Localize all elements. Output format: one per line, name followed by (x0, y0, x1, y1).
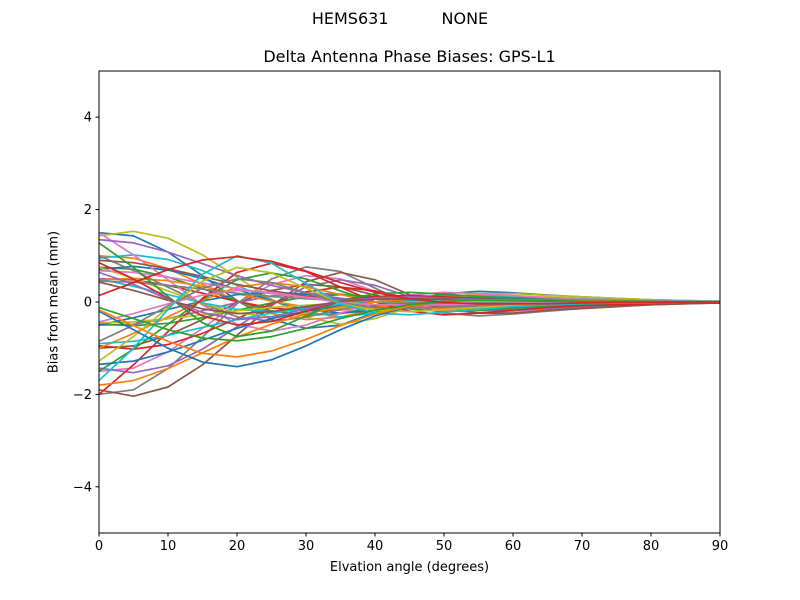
y-tick-label: 4 (84, 111, 92, 126)
x-tick-label: 10 (160, 539, 177, 554)
x-tick-label: 40 (367, 539, 384, 554)
figure-suptitle: HEMS631 NONE (0, 10, 800, 28)
y-tick-label: −4 (73, 480, 92, 495)
x-tick-label: 20 (229, 539, 246, 554)
series-lines (99, 230, 720, 398)
series-line (99, 255, 720, 305)
x-tick-label: 70 (574, 539, 591, 554)
chart-title: Delta Antenna Phase Biases: GPS-L1 (263, 47, 556, 66)
suptitle-station: HEMS631 (311, 9, 389, 28)
series-line (99, 230, 720, 326)
x-tick-label: 90 (712, 539, 729, 554)
x-axis-label: Elvation angle (degrees) (329, 560, 490, 575)
x-tick-label: 80 (643, 539, 660, 554)
x-tick-label: 0 (95, 539, 103, 554)
series-line (99, 262, 720, 396)
y-axis-label: Bias from mean (mm) (46, 230, 62, 374)
y-tick-label: −2 (73, 388, 92, 403)
y-tick-label: 2 (84, 203, 92, 218)
y-tick-label: 0 (84, 296, 92, 311)
series-line (99, 299, 720, 342)
x-tick-label: 60 (505, 539, 522, 554)
x-tick-label: 50 (436, 539, 453, 554)
x-tick-label: 30 (298, 539, 315, 554)
suptitle-mode: NONE (441, 9, 489, 28)
